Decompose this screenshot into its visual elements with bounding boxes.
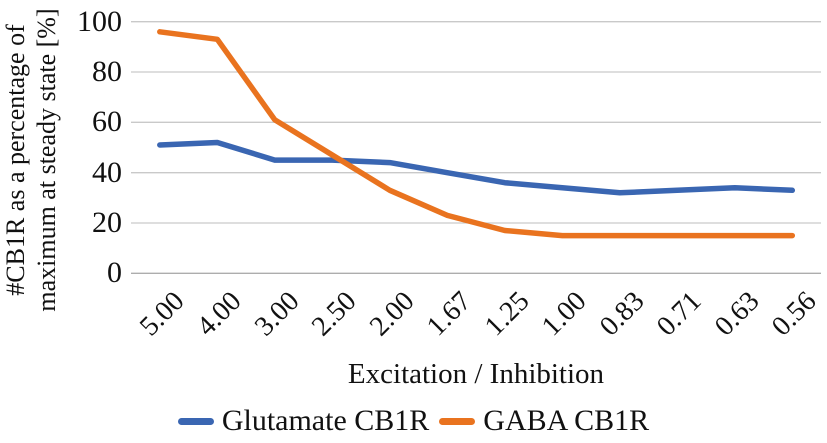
y-axis-title-line2: maximum at steady state [%] — [32, 8, 61, 312]
x-tick-label: 1.25 — [478, 285, 536, 343]
x-tick-label: 0.56 — [766, 285, 823, 343]
y-tick-label: 0 — [107, 256, 122, 290]
y-axis-title: #CB1R as a percentage of maximum at stea… — [0, 6, 66, 314]
y-tick-label: 100 — [77, 4, 122, 38]
plot-area — [131, 21, 821, 274]
y-tick-label: 60 — [92, 105, 122, 139]
series-line-gaba-cb1r — [157, 29, 796, 239]
gaba-line-swatch — [439, 417, 476, 425]
x-tick-label: 0.83 — [593, 285, 651, 343]
x-tick-label: 5.00 — [133, 285, 191, 343]
x-axis-title: Excitation / Inhibition — [347, 358, 605, 390]
y-tick-label: 20 — [92, 205, 122, 239]
legend-label-glutamate: Glutamate CB1R — [221, 404, 430, 437]
x-tick-label: 3.00 — [248, 285, 306, 343]
x-tick-label: 4.00 — [191, 285, 248, 343]
glutamate-line-swatch — [177, 417, 214, 425]
series-line-glutamate-cb1r — [157, 139, 796, 196]
x-tick-label: 1.67 — [421, 285, 478, 343]
x-tick-label: 0.71 — [651, 285, 708, 343]
x-tick-label: 0.63 — [708, 285, 766, 343]
x-tick-label: 1.00 — [536, 285, 593, 343]
x-tick-label: 2.00 — [363, 285, 421, 343]
x-tick-label: 2.50 — [306, 285, 363, 343]
legend-item-glutamate[interactable]: Glutamate CB1R — [177, 404, 430, 438]
y-tick-label: 80 — [92, 55, 122, 89]
y-tick-label: 40 — [92, 155, 122, 189]
y-axis-title-line1: #CB1R as a percentage of — [1, 24, 30, 296]
legend-label-gaba: GABA CB1R — [483, 404, 650, 437]
legend-item-gaba[interactable]: GABA CB1R — [439, 404, 649, 438]
legend: Glutamate CB1R GABA CB1R — [0, 404, 827, 438]
